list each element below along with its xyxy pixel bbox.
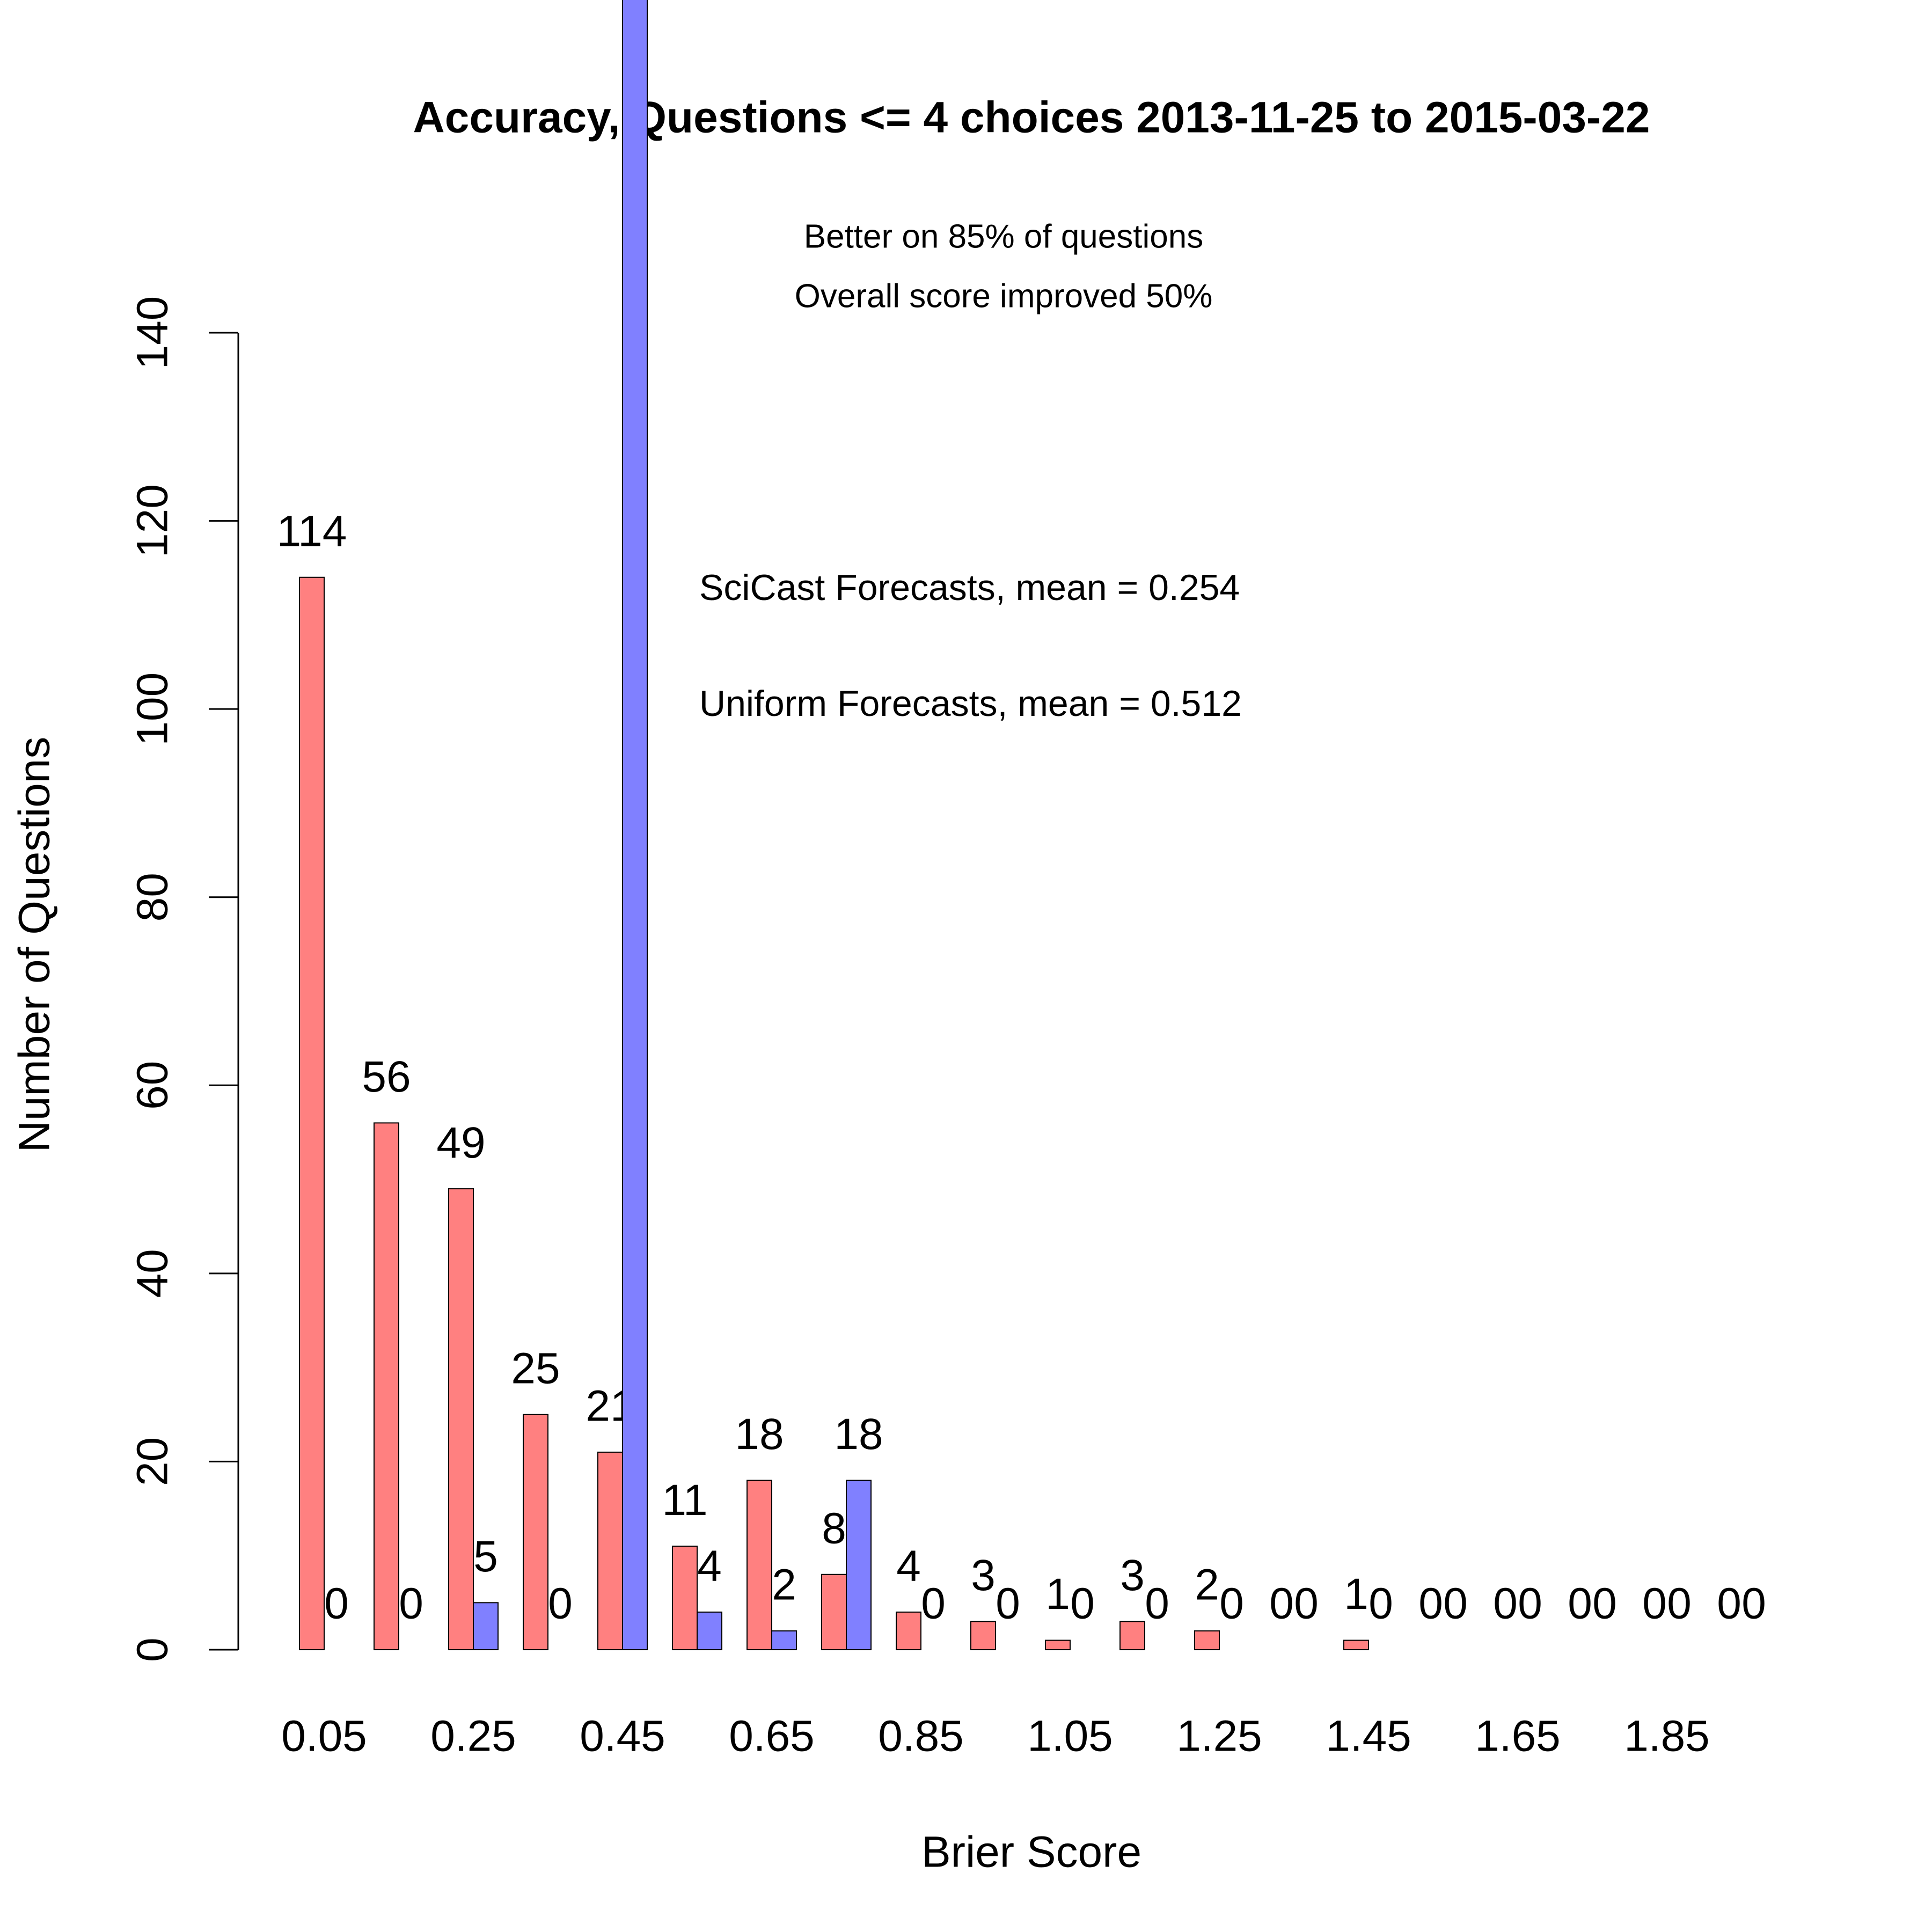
bar [896, 1611, 921, 1651]
y-tick-label: 20 [128, 1437, 177, 1486]
value-label: 0 [1070, 1579, 1095, 1628]
x-tick-label: 0.85 [878, 1712, 964, 1761]
value-label: 5 [473, 1532, 498, 1581]
bar [970, 1621, 996, 1651]
value-label: 0 [399, 1579, 423, 1628]
value-label: 1 [1344, 1570, 1368, 1619]
y-tick-label: 140 [128, 296, 177, 370]
y-tick-label: 120 [128, 484, 177, 558]
value-label: 4 [697, 1542, 722, 1591]
bar [622, 0, 648, 1651]
bar [771, 1630, 797, 1651]
bar [597, 1451, 623, 1650]
value-label: 0 [1592, 1579, 1617, 1628]
y-tick-label: 60 [128, 1061, 177, 1110]
bar [672, 1546, 698, 1651]
y-axis-label: Number of Questions [10, 737, 59, 1153]
value-label: 0 [548, 1579, 573, 1628]
value-label: 0 [1518, 1579, 1542, 1628]
x-tick-label: 0.05 [281, 1712, 367, 1761]
value-label: 25 [511, 1344, 560, 1393]
x-axis-label: Brier Score [921, 1828, 1141, 1877]
bar [1194, 1630, 1220, 1651]
legend-entry: Uniform Forecasts, mean = 0.512 [699, 683, 1242, 724]
value-label: 0 [324, 1579, 349, 1628]
value-label: 2 [1195, 1561, 1219, 1609]
y-tick-label: 0 [128, 1637, 177, 1662]
x-tick-label: 1.25 [1176, 1712, 1262, 1761]
bar [448, 1188, 474, 1651]
bar [697, 1611, 722, 1651]
value-label: 114 [277, 507, 347, 555]
value-label: 3 [971, 1551, 996, 1600]
chart-title: Accuracy, Questions <= 4 choices 2013-11… [413, 93, 1650, 142]
x-tick-label: 1.85 [1624, 1712, 1710, 1761]
value-label: 0 [1443, 1579, 1468, 1628]
value-label: 49 [436, 1118, 485, 1167]
bar [846, 1480, 872, 1650]
value-label: 18 [834, 1410, 883, 1459]
x-tick-label: 1.45 [1326, 1712, 1411, 1761]
bar [747, 1480, 772, 1650]
x-tick-label: 0.65 [729, 1712, 815, 1761]
value-label: 0 [1145, 1579, 1169, 1628]
bar [1045, 1640, 1071, 1651]
value-label: 0 [1741, 1579, 1766, 1628]
subtitle: Overall score improved 50% [795, 277, 1213, 314]
value-label: 0 [996, 1579, 1020, 1628]
bar [821, 1574, 847, 1651]
value-label: 11 [662, 1476, 707, 1525]
x-tick-label: 1.05 [1027, 1712, 1113, 1761]
value-label: 0 [1418, 1579, 1443, 1628]
value-label: 0 [1642, 1579, 1667, 1628]
value-label: 0 [1493, 1579, 1518, 1628]
value-label: 0 [921, 1579, 946, 1628]
legend-entry: SciCast Forecasts, mean = 0.254 [699, 567, 1240, 608]
value-label: 0 [1294, 1579, 1319, 1628]
value-label: 0 [1219, 1579, 1244, 1628]
value-label: 2 [772, 1561, 796, 1609]
y-tick-label: 80 [128, 873, 177, 921]
value-label: 3 [1120, 1551, 1145, 1600]
value-label: 4 [896, 1542, 921, 1591]
value-label: 0 [1269, 1579, 1294, 1628]
value-label: 1 [1045, 1570, 1070, 1619]
bar [374, 1122, 399, 1650]
value-label: 0 [1717, 1579, 1741, 1628]
bar [1119, 1621, 1145, 1651]
value-label: 0 [1368, 1579, 1393, 1628]
x-tick-label: 0.25 [430, 1712, 516, 1761]
value-label: 0 [1667, 1579, 1692, 1628]
value-label: 0 [1568, 1579, 1592, 1628]
value-label: 18 [735, 1410, 784, 1459]
x-tick-label: 1.65 [1475, 1712, 1561, 1761]
bar [299, 576, 325, 1650]
y-tick-label: 40 [128, 1249, 177, 1298]
y-tick-label: 100 [128, 672, 177, 746]
bar [473, 1602, 499, 1651]
subtitle: Better on 85% of questions [804, 218, 1203, 255]
value-label: 8 [822, 1504, 846, 1553]
bar [1343, 1640, 1369, 1651]
x-tick-label: 0.45 [580, 1712, 665, 1761]
bar [523, 1414, 548, 1650]
value-label: 56 [362, 1052, 411, 1101]
